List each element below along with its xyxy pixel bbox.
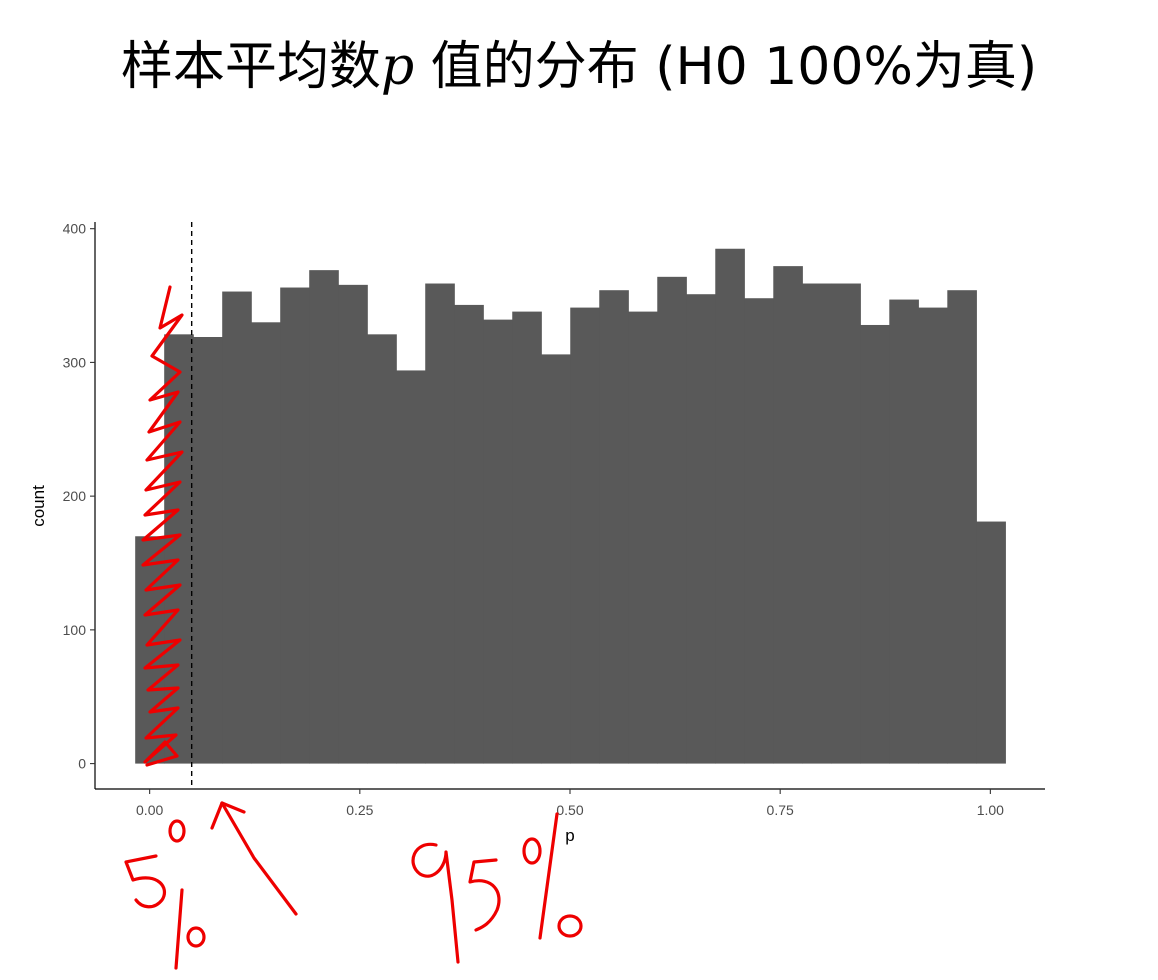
histogram-bar	[657, 276, 687, 764]
histogram-bar	[570, 307, 600, 764]
histogram-bar	[309, 270, 339, 764]
histogram-bar	[686, 294, 716, 764]
annotation-ninety-five-percent-text: 95%	[410, 875, 468, 905]
x-axis-title: p	[565, 826, 574, 845]
histogram-bar	[280, 287, 310, 764]
histogram-bar	[454, 304, 484, 764]
x-tick-label: 1.00	[977, 802, 1004, 818]
title-prefix: 样本平均数	[120, 37, 381, 97]
histogram-bar	[744, 298, 774, 764]
histogram-bar	[802, 283, 832, 764]
red-scribble-annotation	[141, 285, 184, 767]
histogram-bar	[976, 521, 1006, 764]
histogram-bar	[164, 334, 194, 764]
histogram-bar	[918, 307, 948, 764]
histogram-bar	[773, 266, 803, 764]
title-variable: p	[380, 37, 415, 97]
histogram-bar	[483, 319, 513, 764]
x-tick-label: 0.50	[556, 802, 583, 818]
annotation-arrow	[210, 801, 298, 916]
y-tick-label: 100	[63, 622, 87, 638]
histogram-bar	[135, 536, 165, 764]
y-tick-label: 300	[63, 354, 87, 370]
histogram-bar	[338, 284, 368, 764]
y-tick-label: 0	[78, 756, 86, 772]
histogram-bar	[367, 334, 397, 764]
chart-title: 样本平均数p 值的分布 (H0 100%为真)	[0, 24, 1158, 99]
histogram-bar	[860, 324, 890, 764]
histogram-bar	[715, 248, 745, 764]
x-tick-label: 0.25	[346, 802, 373, 818]
y-axis-title: count	[29, 485, 48, 527]
histogram-bar	[193, 337, 223, 764]
histogram-bar	[599, 290, 629, 764]
annotation-ninety-five-percent: 95%	[410, 812, 583, 964]
histogram-bar	[628, 311, 658, 764]
histogram-bar	[947, 290, 977, 764]
y-tick-label: 200	[63, 488, 87, 504]
title-suffix: 值的分布 (H0 100%为真)	[414, 37, 1038, 97]
histogram-bars	[135, 248, 1006, 764]
y-tick-label: 400	[63, 221, 87, 237]
histogram-bar	[889, 299, 919, 764]
histogram-bar	[222, 291, 252, 764]
histogram-bar	[512, 311, 542, 764]
histogram-bar	[425, 283, 455, 764]
x-axis: 0.00 0.25 0.50 0.75 1.00	[95, 788, 1045, 818]
x-tick-label: 0.75	[767, 802, 794, 818]
histogram-bar	[831, 283, 861, 764]
histogram-bar	[541, 354, 571, 764]
annotation-five-percent: 5%	[124, 819, 206, 970]
y-axis: 0 100 200 300 400	[63, 221, 96, 789]
x-tick-label: 0.00	[136, 802, 163, 818]
histogram-bar	[251, 322, 281, 764]
histogram-bar	[396, 370, 426, 764]
